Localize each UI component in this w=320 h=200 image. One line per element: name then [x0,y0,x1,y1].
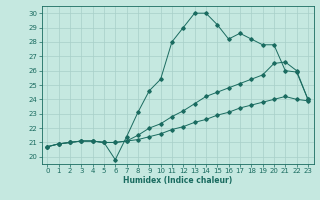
X-axis label: Humidex (Indice chaleur): Humidex (Indice chaleur) [123,176,232,185]
